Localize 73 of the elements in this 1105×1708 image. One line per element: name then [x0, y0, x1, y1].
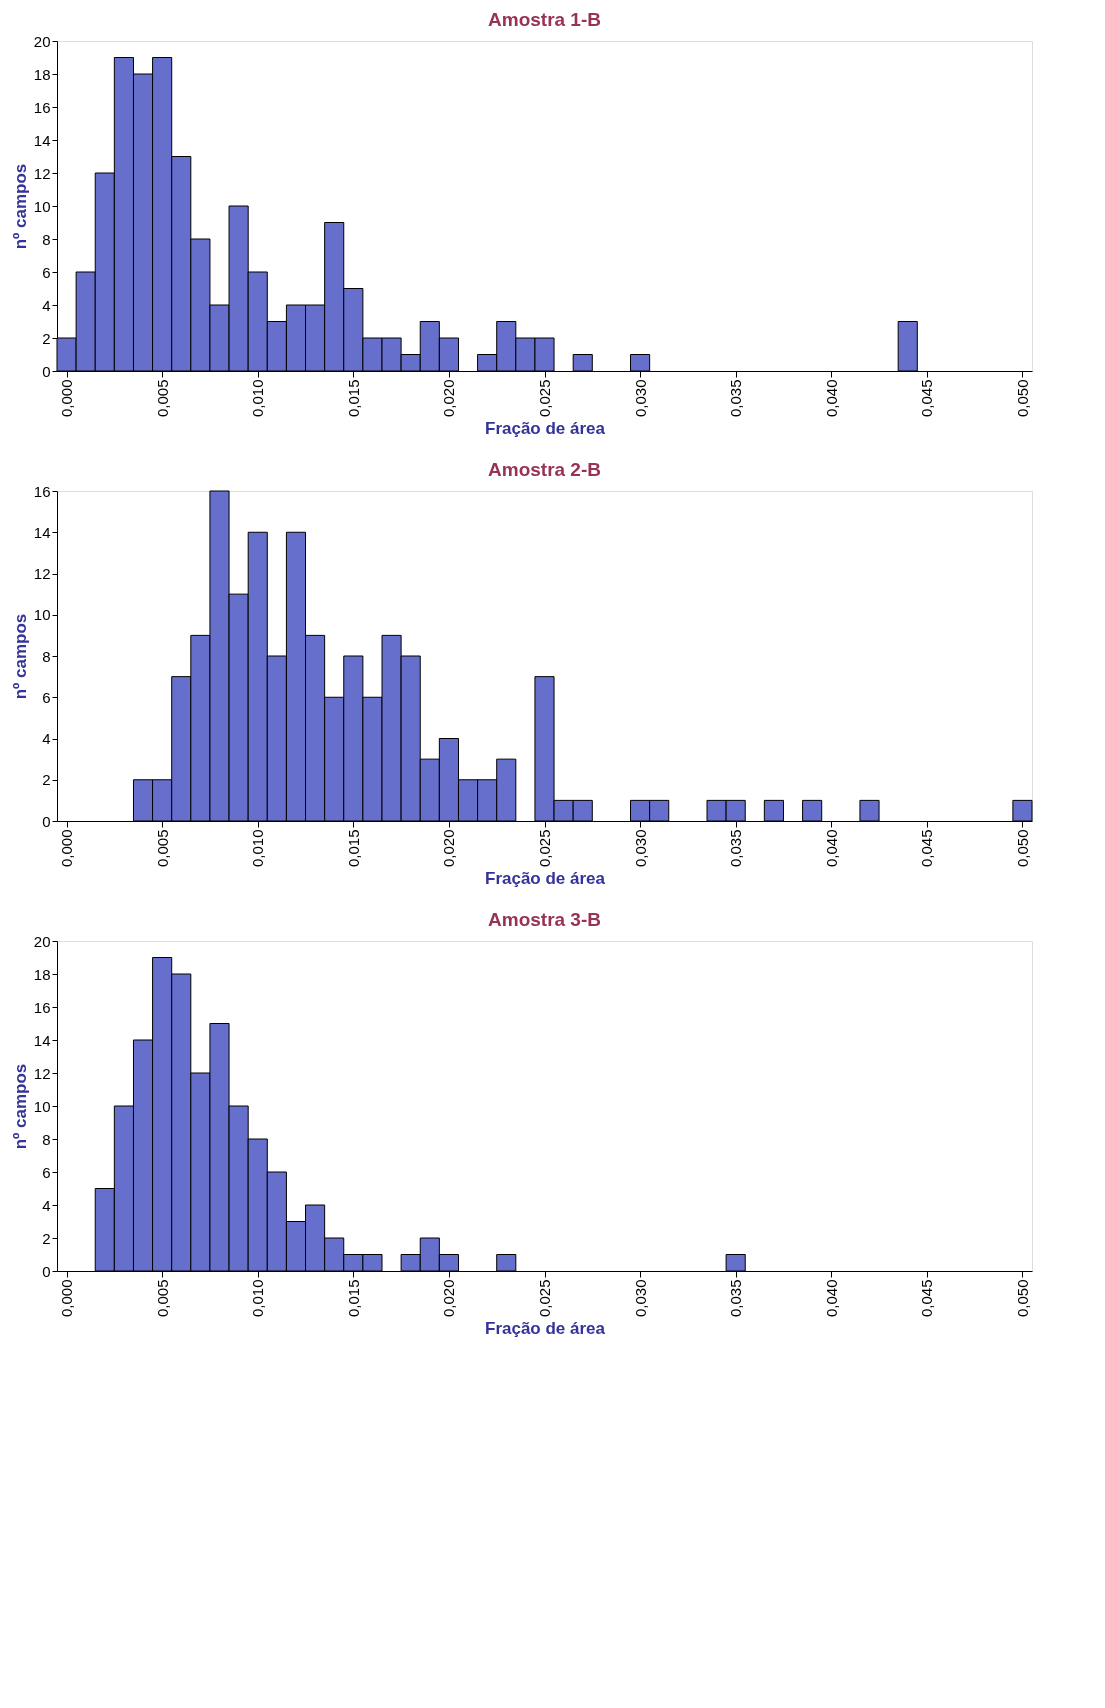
- x-tick-label: 0,005: [153, 1279, 171, 1318]
- x-tick-label: 0,020: [440, 1279, 458, 1318]
- y-tick-label: 14: [33, 1031, 51, 1049]
- y-tick-label: 14: [33, 523, 51, 541]
- y-tick-label: 16: [33, 998, 51, 1016]
- x-tick-label: 0,035: [727, 379, 745, 418]
- y-tick-label: 18: [33, 965, 51, 983]
- y-tick-label: 6: [42, 1163, 51, 1181]
- y-tick-label: 2: [42, 1229, 51, 1247]
- x-tick-label: 0,030: [631, 829, 649, 868]
- x-tick-label: 0,030: [631, 379, 649, 418]
- y-tick-label: 4: [42, 1196, 51, 1214]
- y-tick-label: 4: [42, 730, 51, 747]
- x-tick-label: 0,010: [249, 1279, 267, 1318]
- y-tick-label: 20: [33, 932, 51, 950]
- y-tick-label: 16: [33, 98, 51, 116]
- y-tick-label: 12: [33, 164, 51, 182]
- y-tick-label: 6: [42, 688, 51, 706]
- y-tick-label: 10: [33, 197, 51, 215]
- y-tick-label: 10: [33, 606, 51, 624]
- x-tick-label: 0,000: [58, 829, 76, 868]
- x-tick-label: 0,050: [1013, 1279, 1031, 1318]
- y-tick-label: 10: [33, 1097, 51, 1115]
- x-tick-label: 0,000: [58, 379, 76, 418]
- x-tick-label: 0,025: [536, 1279, 553, 1318]
- x-tick-label: 0,040: [822, 379, 840, 418]
- x-tick-label: 0,025: [536, 379, 553, 418]
- y-tick-label: 8: [42, 230, 51, 248]
- y-tick-label: 0: [42, 362, 51, 380]
- x-axis-title: Fração de área: [484, 869, 606, 889]
- y-axis-title: nº campos: [10, 1063, 30, 1150]
- x-tick-label: 0,010: [249, 379, 267, 418]
- x-tick-label: 0,020: [440, 379, 458, 418]
- y-tick-label: 18: [33, 65, 51, 83]
- y-tick-label: 2: [42, 329, 51, 347]
- chart-title: Amostra 1-B: [488, 9, 601, 30]
- x-tick-label: 0,025: [536, 829, 553, 868]
- x-tick-label: 0,030: [631, 1279, 649, 1318]
- chart-title: Amostra 2-B: [488, 459, 601, 480]
- x-tick-label: 0,015: [344, 379, 362, 418]
- x-tick-label: 0,035: [727, 1279, 745, 1318]
- x-tick-label: 0,045: [918, 1279, 936, 1318]
- x-tick-label: 0,020: [440, 829, 458, 868]
- y-tick-label: 20: [33, 32, 51, 50]
- x-tick-label: 0,050: [1013, 379, 1031, 418]
- x-tick-label: 0,045: [918, 379, 936, 418]
- x-axis-title: Fração de área: [484, 419, 606, 439]
- y-tick-label: 0: [42, 1262, 51, 1280]
- x-tick-label: 0,045: [918, 829, 936, 868]
- y-tick-label: 6: [42, 263, 51, 281]
- y-tick-label: 2: [42, 771, 51, 789]
- y-tick-label: 12: [33, 565, 51, 582]
- x-axis-title: Fração de área: [484, 1319, 606, 1339]
- y-tick-label: 8: [42, 1130, 51, 1148]
- y-axis-title: nº campos: [10, 163, 30, 250]
- x-tick-label: 0,035: [727, 829, 745, 868]
- chart-title: Amostra 3-B: [488, 909, 601, 930]
- x-tick-label: 0,015: [344, 1279, 362, 1318]
- y-tick-label: 8: [42, 647, 51, 665]
- y-tick-label: 14: [33, 131, 51, 149]
- x-tick-label: 0,015: [344, 829, 362, 868]
- y-tick-label: 0: [42, 812, 51, 830]
- x-tick-label: 0,050: [1013, 829, 1031, 868]
- y-axis-title: nº campos: [10, 613, 30, 700]
- x-tick-label: 0,000: [58, 1279, 76, 1318]
- x-tick-label: 0,010: [249, 829, 267, 868]
- x-tick-label: 0,040: [822, 1279, 840, 1318]
- x-tick-label: 0,005: [153, 379, 171, 418]
- x-tick-label: 0,005: [153, 829, 171, 868]
- y-tick-label: 12: [33, 1064, 51, 1082]
- y-tick-label: 16: [33, 482, 51, 500]
- y-tick-label: 4: [42, 296, 51, 314]
- x-tick-label: 0,040: [822, 829, 840, 868]
